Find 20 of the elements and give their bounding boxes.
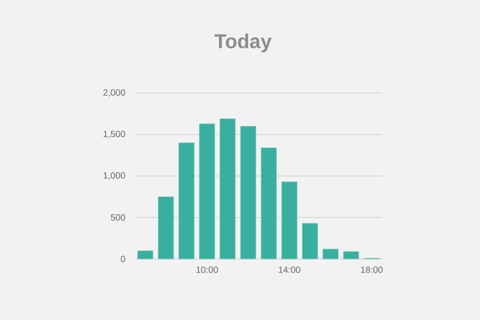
x-tick-label: 18:00	[361, 266, 383, 273]
bar	[220, 118, 236, 260]
y-tick-label: 1,500	[104, 130, 126, 138]
chart-title: Today	[214, 34, 272, 52]
bar	[260, 148, 277, 260]
y-tick-label: 1,000	[104, 172, 126, 180]
y-tick-label: 0	[120, 256, 126, 262]
bar	[343, 251, 360, 260]
y-tick-label: 500	[110, 214, 126, 221]
bar	[158, 196, 174, 260]
bar	[302, 223, 318, 260]
y-tick-label: 2,000	[103, 89, 126, 97]
bar	[199, 123, 216, 260]
bar	[322, 248, 339, 260]
bar	[178, 142, 194, 260]
bar	[137, 250, 154, 260]
x-tick-label: 10:00	[196, 266, 218, 273]
x-tick-label: 14:00	[278, 266, 300, 273]
bar	[281, 182, 298, 260]
bar	[240, 126, 256, 260]
